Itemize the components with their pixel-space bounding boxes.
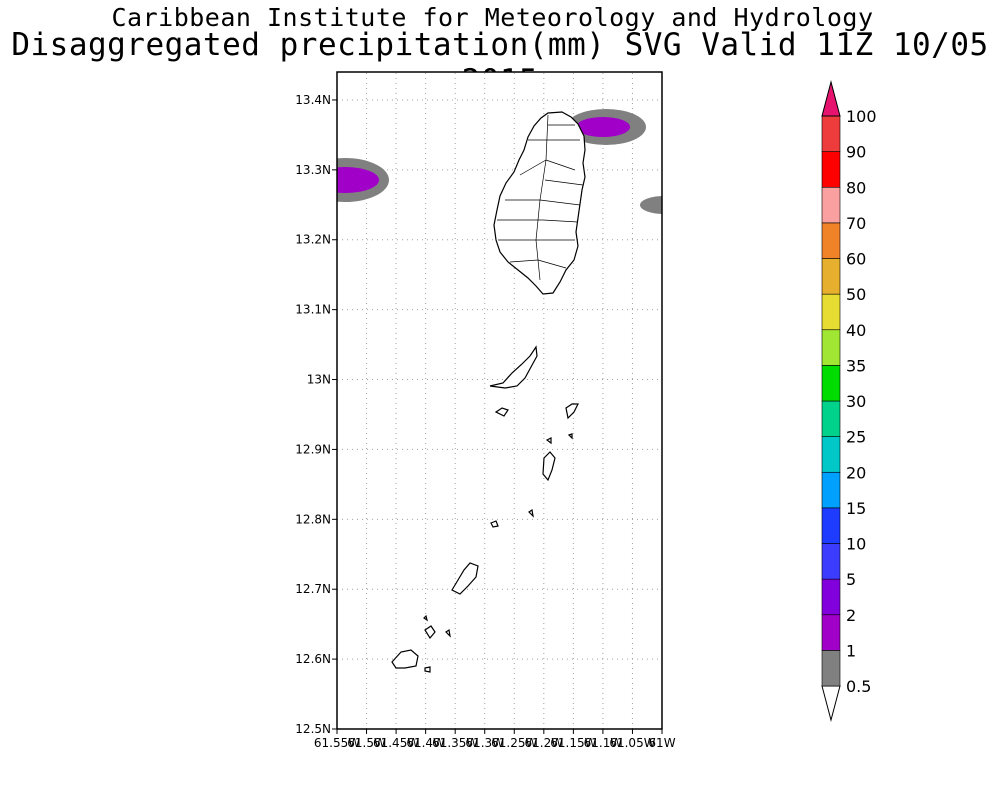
colorbar-bin: [821, 115, 841, 152]
island-petite-martinique: [424, 625, 436, 640]
precip-area-northeast-purple: [576, 117, 630, 137]
latitude-axis: 12.5N 12.6N 12.7N 12.8N 12.9N 13N 13.1N 13.2N 13…: [295, 93, 337, 736]
island-grenada-north: [391, 649, 419, 669]
precip-area-west-purple: [337, 167, 379, 193]
island-islet-small-3: [567, 433, 573, 440]
lat-tick-label: 13N: [307, 373, 331, 387]
island-islet-small-2: [545, 437, 552, 445]
colorbar-bin: [821, 222, 841, 259]
island-carriacou: [451, 562, 479, 595]
map-gridlines: [337, 72, 662, 729]
colorbar-level-label: 90: [846, 143, 866, 162]
colorbar-level-label: 40: [846, 321, 866, 340]
lon-tick-label: 61.2W: [525, 736, 564, 750]
island-islet-small: [423, 614, 428, 622]
island-ronde: [445, 628, 451, 638]
colorbar-bin: [821, 151, 841, 188]
map-background: [337, 72, 662, 729]
colorbar-bin: [821, 507, 841, 544]
island-union: [490, 520, 499, 528]
colorbar-level-label: 10: [846, 535, 866, 554]
colorbar-over-triangle: [821, 80, 841, 117]
precip-area-east-grey: [640, 196, 662, 214]
colorbar-level-label: 100: [846, 107, 877, 126]
colorbar-level-label: 5: [846, 570, 856, 589]
lat-tick-label: 12.9N: [295, 442, 331, 456]
colorbar-bin: [821, 293, 841, 331]
colorbar-bin: [821, 650, 841, 687]
colorbar-level-label: 20: [846, 463, 866, 482]
colorbar-level-label: 15: [846, 499, 866, 518]
island-mayreau: [528, 508, 534, 518]
colorbar-level-label: 1: [846, 641, 856, 660]
longitude-axis: 61.55W61.5W61.45W61.4W61.35W61.3W61.25W6…: [314, 729, 676, 750]
colorbar-level-label: 70: [846, 214, 866, 233]
colorbar-level-label: 80: [846, 178, 866, 197]
lon-tick-label: 61.5W: [347, 736, 386, 750]
colorbar-level-label: 2: [846, 606, 856, 625]
island-canouan: [542, 451, 556, 482]
colorbar-under-triangle: [821, 685, 841, 722]
colorbar-level-label: 0.5: [846, 677, 871, 696]
lat-tick-label: 12.8N: [295, 512, 331, 526]
lon-tick-label: 61.05W: [609, 736, 655, 750]
lon-tick-label: 61.25W: [491, 736, 537, 750]
colorbar-level-label: 60: [846, 250, 866, 269]
colorbar-level-label: 35: [846, 356, 866, 375]
lat-tick-label: 13.2N: [295, 233, 331, 247]
island-mustique: [565, 403, 579, 420]
island-islet-south: [424, 666, 431, 673]
colorbar-level-label: 30: [846, 392, 866, 411]
lat-tick-label: 13.3N: [295, 163, 331, 177]
colorbar-bin: [821, 578, 841, 616]
colorbar-bin: [821, 329, 841, 366]
colorbar-bin: [821, 186, 841, 224]
colorbar-level-label: 50: [846, 285, 866, 304]
chart-title-product: Disaggregated precipitation(mm) SVG Vali…: [11, 27, 989, 99]
island-isle-a-quatre: [494, 407, 509, 417]
lat-tick-label: 13.1N: [295, 303, 331, 317]
lat-tick-label: 12.7N: [295, 582, 331, 596]
coastline-outlines: [391, 111, 586, 673]
map-plot-area: [336, 71, 663, 730]
colorbar-bin: [821, 436, 841, 473]
chart-title-institute: Caribbean Institute for Meteorology and …: [111, 3, 874, 32]
colorbar-bin: [821, 365, 841, 402]
colorbar-bin: [821, 471, 841, 509]
colorbar-level-label: 25: [846, 428, 866, 447]
island-bequia: [489, 345, 538, 389]
lon-tick-label: 61.3W: [465, 736, 504, 750]
map-frame: [336, 71, 663, 730]
lon-tick-label: 61W: [648, 736, 675, 750]
lon-tick-label: 61.45W: [373, 736, 419, 750]
lat-tick-label: 12.5N: [295, 722, 331, 736]
precipitation-shading: [337, 109, 662, 214]
colorbar-bin: [821, 614, 841, 651]
lon-tick-label: 61.1W: [584, 736, 623, 750]
lat-tick-label: 13.4N: [295, 93, 331, 107]
st-vincent-watersheds: [497, 114, 584, 281]
colorbar-bin: [821, 400, 841, 437]
lon-tick-label: 61.4W: [406, 736, 445, 750]
lon-tick-label: 61.55W: [314, 736, 360, 750]
lon-tick-label: 61.15W: [550, 736, 596, 750]
lon-tick-label: 61.35W: [432, 736, 478, 750]
colorbar-bin: [821, 543, 841, 580]
colorbar-bin: [821, 258, 841, 295]
lat-tick-label: 12.6N: [295, 652, 331, 666]
